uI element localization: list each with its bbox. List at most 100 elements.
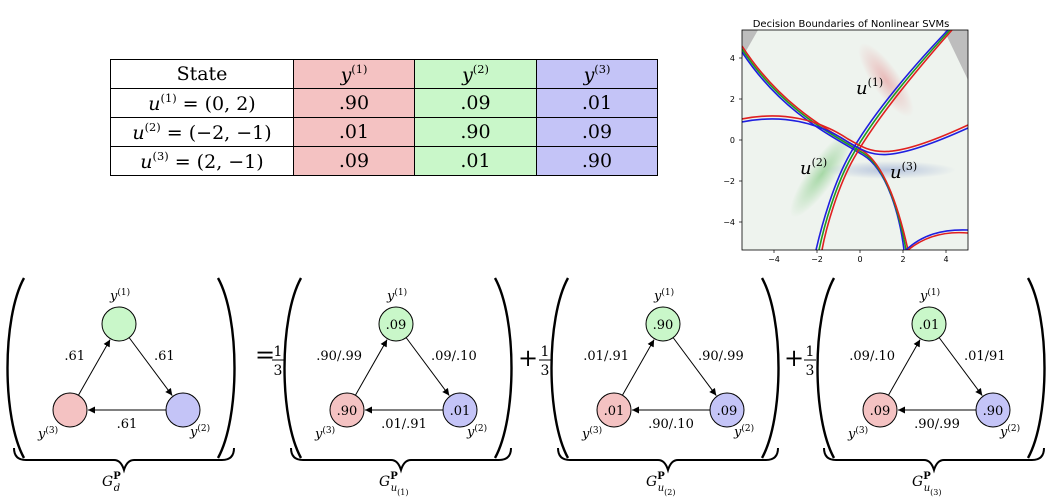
underbrace [557, 447, 779, 474]
node-label: y(1) [653, 287, 674, 304]
state-coords: = (0, 2) [176, 92, 256, 115]
prob-cell: .09 [293, 146, 415, 176]
state-coords: = (2, −1) [168, 150, 264, 173]
graph-panel: y(1) y(3) y(2) .61 .61 .61 GP d [6, 277, 236, 494]
node-value: .09 [386, 318, 407, 333]
graph-panel: .90 .01 .09 y(1) y(3) y(2) .01/.91 .90/.99 .90/.… [550, 277, 780, 497]
node-label: y(3) [314, 425, 335, 442]
edge-y3-to-y1 [621, 339, 655, 396]
state-name: u [148, 92, 161, 115]
u3-density-blob [824, 161, 956, 179]
graph-panel: .09 .90 .01 y(1) y(3) y(2) .90/.99 .09/.10 .01/.… [283, 277, 513, 497]
x-tick-label: −4 [768, 255, 780, 264]
header-y2-label: y [462, 63, 473, 86]
edge-label: .01/.91 [381, 417, 427, 432]
prob-cell: .01 [536, 88, 658, 118]
boundary-line-blue [742, 51, 905, 250]
edge-label: .61 [64, 349, 85, 364]
one-third-fraction: 1 3 [272, 344, 284, 379]
node-top [101, 306, 137, 342]
node-right [975, 392, 1011, 428]
u3-label: u(3) [890, 160, 917, 183]
edge-label: .90/.10 [648, 417, 694, 432]
corner-region-top-right [944, 30, 968, 80]
right-parenthesis [493, 277, 513, 459]
edge-y3-to-y1 [887, 339, 921, 396]
node-label: y(2) [189, 423, 210, 440]
edge-y1-to-y2 [672, 337, 717, 396]
edge-label: .90/.99 [914, 417, 960, 432]
prob-cell: .09 [536, 117, 658, 147]
state-sup: (2) [144, 120, 161, 135]
x-tick-label: 0 [857, 255, 862, 264]
node-right [709, 392, 745, 428]
state-sup: (3) [152, 149, 169, 164]
boundary-group-2 [815, 30, 953, 250]
right-parenthesis [216, 277, 236, 459]
node-value: .01 [919, 318, 940, 333]
plus-sign: + [784, 344, 804, 372]
node-label: y(1) [386, 287, 407, 304]
x-tick-label: 2 [900, 255, 905, 264]
node-value: .90 [983, 404, 1004, 419]
y-tick-label: −2 [723, 177, 735, 186]
equals-sign: = [255, 341, 275, 369]
edge-y3-to-y1 [354, 339, 388, 396]
fraction-numerator: 1 [541, 344, 550, 360]
x-tick-label: 4 [943, 255, 948, 264]
one-third-fraction: 1 3 [804, 344, 816, 379]
edge-label: .61 [154, 349, 175, 364]
node-value: .01 [450, 404, 471, 419]
boundary-line-red [742, 115, 968, 153]
underbrace [13, 447, 235, 474]
node-left [329, 392, 365, 428]
edge-label: .61 [117, 417, 138, 432]
y-tick-label: 4 [730, 54, 735, 63]
boundary-line-blue [905, 229, 968, 250]
u2-label: u(2) [800, 156, 827, 179]
boundary-line-green [742, 48, 907, 250]
header-y1: y(1) [293, 59, 415, 89]
node-top [645, 306, 681, 342]
node-label: y(3) [581, 425, 602, 442]
node-left [596, 392, 632, 428]
edge-label: .09/.10 [431, 349, 477, 364]
u2-density-blob [790, 130, 854, 218]
fraction-denominator: 3 [806, 363, 815, 379]
graph-caption: GP u(2) [646, 471, 676, 497]
node-top [911, 306, 947, 342]
boundary-line-blue [742, 118, 968, 156]
node-label: y(2) [999, 423, 1020, 440]
x-tick-label: −2 [811, 255, 823, 264]
prob-cell: .90 [293, 88, 415, 118]
y-tick-label: 0 [730, 136, 735, 145]
table-row: u(2) = (−2, −1) .01 .90 .09 [110, 117, 658, 147]
edge-label: .09/.10 [849, 349, 895, 364]
state-cell: u(3) = (2, −1) [110, 146, 294, 176]
node-top [378, 306, 414, 342]
node-label: y(2) [733, 423, 754, 440]
header-y3-sup: (3) [594, 62, 611, 77]
node-value: .01 [604, 404, 625, 419]
prob-cell: .01 [293, 117, 415, 147]
state-name: u [140, 150, 153, 173]
state-cell: u(2) = (−2, −1) [110, 117, 294, 147]
node-value: .90 [653, 318, 674, 333]
prob-cell: .90 [414, 117, 537, 147]
boundary-line-red [821, 30, 953, 250]
edge-y3-to-y1 [77, 339, 111, 396]
left-parenthesis [6, 277, 26, 459]
u1-density-blob [858, 43, 914, 117]
plot-area: u(1) u(2) u(3) [742, 30, 968, 250]
node-label: y(3) [37, 425, 58, 442]
edge-y1-to-y2 [938, 337, 983, 396]
u1-label: u(1) [856, 76, 883, 99]
node-label: y(1) [109, 287, 130, 304]
edge-label: .01/91 [964, 349, 1006, 364]
header-y2-sup: (2) [472, 62, 489, 77]
state-coords: = (−2, −1) [160, 121, 272, 144]
node-left [862, 392, 898, 428]
node-label: y(1) [919, 287, 940, 304]
left-parenthesis [816, 277, 836, 459]
prob-cell: .09 [414, 88, 537, 118]
